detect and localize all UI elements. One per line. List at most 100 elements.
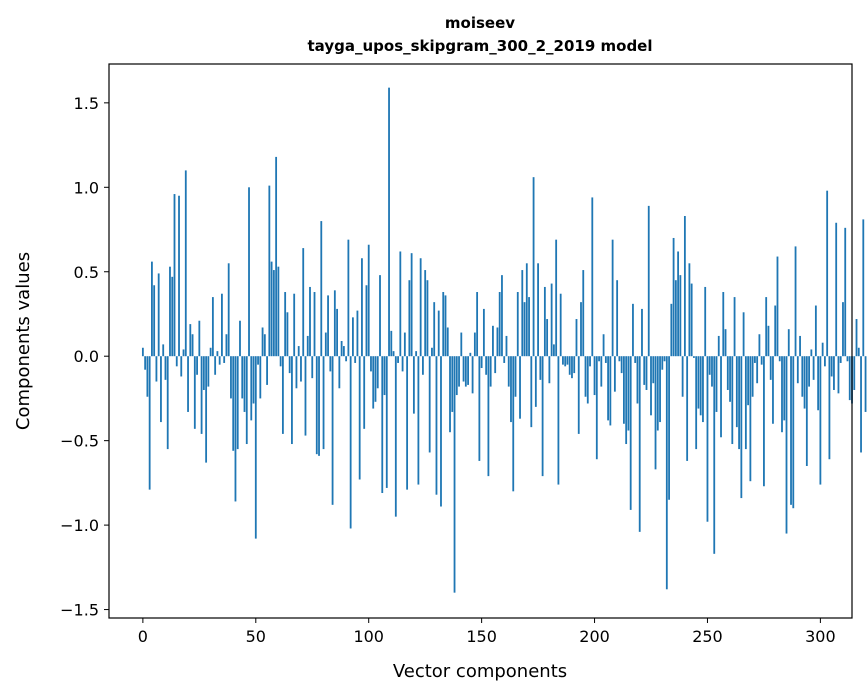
bar (433, 302, 436, 357)
y-tick-label: 1.0 (74, 178, 99, 197)
bar (674, 280, 677, 357)
bar (345, 356, 348, 362)
bar (636, 356, 639, 404)
bar (388, 87, 390, 357)
bar (717, 335, 720, 357)
bar (291, 356, 293, 445)
bar (462, 356, 465, 382)
plot-frame (108, 63, 853, 619)
bar (487, 356, 490, 477)
bar (144, 356, 147, 370)
bar (309, 286, 311, 357)
bar (749, 356, 752, 482)
bar (286, 312, 289, 357)
bar (311, 356, 314, 379)
bar (160, 356, 162, 423)
bar (729, 356, 731, 402)
bar (288, 356, 291, 374)
bar (243, 356, 246, 412)
bar (577, 356, 580, 434)
bar (623, 356, 625, 424)
bar (593, 356, 596, 396)
bar (751, 356, 754, 397)
bar (390, 330, 393, 357)
bar (451, 356, 454, 412)
bar (406, 356, 409, 490)
bar (320, 221, 323, 357)
bar (693, 356, 695, 358)
bar (306, 335, 309, 357)
bar (385, 356, 388, 488)
bar (166, 356, 169, 450)
bar (173, 194, 176, 357)
bar (261, 327, 264, 357)
bar (600, 356, 603, 387)
bar (796, 356, 799, 384)
bar (354, 356, 357, 363)
bar (230, 356, 232, 399)
bar (846, 356, 849, 362)
bar (824, 356, 826, 367)
bar (742, 312, 745, 357)
bar (370, 356, 372, 372)
bar (336, 308, 338, 357)
bar (857, 347, 860, 357)
bar (424, 270, 427, 357)
bar (435, 356, 438, 495)
bar (826, 190, 829, 357)
bar (399, 251, 402, 357)
bar (315, 356, 318, 455)
bar (656, 356, 659, 431)
bar (512, 356, 515, 492)
bar (753, 356, 756, 363)
bar (347, 239, 350, 357)
bar (381, 356, 384, 494)
chart-subtitle: tayga_upos_skipgram_300_2_2019 model (308, 37, 653, 55)
bar (564, 356, 567, 367)
bar (765, 297, 768, 357)
bar (431, 347, 433, 357)
bar (776, 256, 779, 357)
bar (704, 286, 707, 357)
bar (559, 293, 562, 357)
bar (760, 356, 763, 365)
x-tick-label: 0 (138, 627, 148, 646)
bar (169, 266, 171, 357)
bar (254, 356, 257, 539)
bar (266, 356, 268, 385)
bars-group (141, 87, 867, 593)
bar (575, 319, 578, 357)
bar (552, 344, 555, 357)
bar (437, 310, 440, 357)
bar (546, 319, 549, 357)
bar (665, 356, 668, 590)
bar (670, 303, 673, 357)
bar (720, 356, 722, 438)
bar (184, 170, 187, 357)
bar (541, 356, 544, 477)
bar (259, 356, 262, 399)
bar (607, 356, 609, 421)
bar (864, 356, 867, 412)
bar (284, 292, 287, 357)
bar (270, 261, 273, 357)
bar (272, 270, 275, 357)
y-tick-label: −1.0 (60, 516, 99, 535)
bar (589, 356, 591, 367)
bar (417, 356, 420, 485)
bar (641, 308, 643, 357)
bar (507, 356, 510, 387)
bar (652, 356, 655, 384)
bar (202, 356, 205, 390)
bar (632, 303, 634, 357)
bar (356, 310, 359, 357)
bar (263, 334, 266, 357)
bar (151, 261, 153, 357)
bar (392, 351, 395, 357)
bar (550, 283, 553, 357)
bar (733, 297, 736, 357)
bar (833, 356, 835, 390)
bar (532, 177, 535, 357)
bar (471, 356, 474, 394)
y-tick-label: 1.5 (74, 94, 99, 113)
